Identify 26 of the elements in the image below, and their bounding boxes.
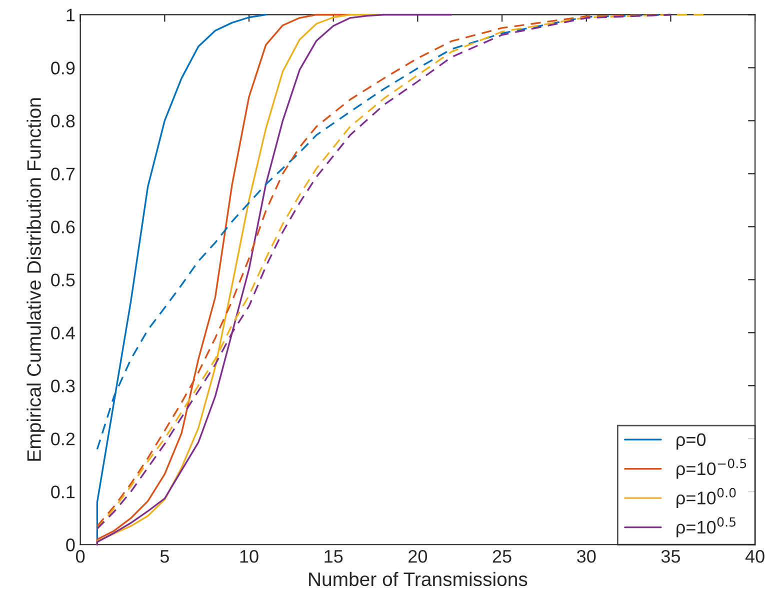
x-tick-label: 0 bbox=[76, 550, 85, 563]
legend-label: ρ=0 bbox=[676, 433, 706, 450]
y-tick-label: 0.3 bbox=[51, 380, 75, 392]
y-tick-label: 1 bbox=[66, 8, 75, 22]
y-tick-label: 0.8 bbox=[51, 114, 75, 128]
legend-label: ρ=10$^{0.0}$ bbox=[676, 488, 736, 508]
x-tick-label: 15 bbox=[324, 550, 343, 563]
y-tick-label: 0.7 bbox=[51, 168, 75, 180]
legend-label: ρ=10$^{−0.5}$ bbox=[676, 458, 746, 479]
y-tick-label: 0 bbox=[66, 538, 75, 552]
y-tick-label: 0.2 bbox=[51, 432, 75, 446]
x-tick-label: 20 bbox=[408, 550, 428, 563]
x-tick-label: 10 bbox=[240, 550, 258, 563]
x-tick-label: 35 bbox=[661, 550, 680, 563]
y-tick-label: 0.1 bbox=[51, 486, 75, 498]
y-axis-title: Empirical Cumulative Distribution Function bbox=[26, 98, 45, 461]
y-tick-label: 0.5 bbox=[51, 274, 75, 286]
x-tick-label: 5 bbox=[160, 550, 169, 563]
x-tick-label: 40 bbox=[745, 550, 764, 563]
y-tick-label: 0.6 bbox=[51, 220, 75, 234]
y-tick-label: 0.9 bbox=[51, 62, 75, 74]
y-tick-label: 0.4 bbox=[51, 326, 75, 340]
x-tick-label: 30 bbox=[577, 550, 596, 563]
legend-label: ρ=10$^{0.5}$ bbox=[676, 517, 736, 538]
x-axis-title: Number of Transmissions bbox=[309, 572, 528, 586]
x-tick-label: 25 bbox=[492, 550, 512, 563]
